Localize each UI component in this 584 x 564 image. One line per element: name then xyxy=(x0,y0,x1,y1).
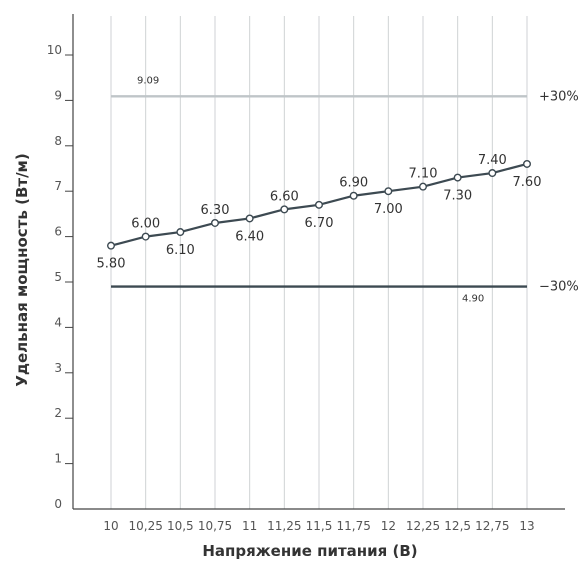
power-series xyxy=(106,159,532,250)
data-label-3: 6.30 xyxy=(201,203,230,218)
data-label-8: 7.00 xyxy=(374,202,403,217)
x-tick-label-3: 10,75 xyxy=(198,519,232,533)
y-tick-label-4: 4 xyxy=(54,315,62,329)
data-label-5: 6.60 xyxy=(270,189,299,204)
data-point-2 xyxy=(176,228,185,237)
axes xyxy=(72,14,565,510)
data-point-8 xyxy=(384,187,393,196)
y-tick-label-3: 3 xyxy=(54,361,62,375)
x-tick-label-2: 10,5 xyxy=(167,519,194,533)
data-label-4: 6.40 xyxy=(235,229,264,244)
data-point-5 xyxy=(280,205,289,214)
reference-lines: 9.09 +30% 4.90 −30% xyxy=(111,75,579,305)
x-tick-label-6: 11,5 xyxy=(306,519,333,533)
data-labels: 5.80 6.00 6.10 6.30 6.40 6.60 6.70 6.90 7.00 7.10… xyxy=(97,153,542,272)
x-tick-label-11: 12,75 xyxy=(475,519,509,533)
y-tick-label-7: 7 xyxy=(54,179,62,193)
y-tick-label-6: 6 xyxy=(54,225,62,239)
data-point-4 xyxy=(245,214,254,223)
data-point-10 xyxy=(453,173,462,182)
x-tick-label-10: 12,5 xyxy=(444,519,471,533)
ref-value-label-1: 4.90 xyxy=(462,294,484,305)
data-label-0: 5.80 xyxy=(97,257,126,272)
data-point-7 xyxy=(349,191,358,200)
data-label-6: 6.70 xyxy=(305,216,334,231)
data-label-2: 6.10 xyxy=(166,243,195,258)
y-tick-label-5: 5 xyxy=(54,270,62,284)
x-axis-ticks: 10 10,25 10,5 10,75 11 11,25 11,5 11,75 12 12,25 1… xyxy=(103,519,534,533)
data-point-9 xyxy=(419,182,428,191)
data-label-11: 7.40 xyxy=(478,153,507,168)
data-point-11 xyxy=(488,169,497,178)
x-tick-label-1: 10,25 xyxy=(128,519,162,533)
y-tick-label-10: 10 xyxy=(47,43,62,57)
data-point-12 xyxy=(523,159,532,168)
data-label-10: 7.30 xyxy=(443,189,472,204)
y-axis-ticks: 0 1 2 3 4 5 6 7 8 9 10 xyxy=(47,43,73,511)
x-tick-label-5: 11,25 xyxy=(267,519,301,533)
x-tick-label-12: 13 xyxy=(519,519,534,533)
data-label-12: 7.60 xyxy=(513,175,542,190)
x-tick-label-9: 12,25 xyxy=(406,519,440,533)
data-point-6 xyxy=(315,200,324,209)
data-point-3 xyxy=(210,218,219,227)
y-tick-label-1: 1 xyxy=(54,452,62,466)
ref-tag-label-1: −30% xyxy=(539,280,579,295)
ref-tag-label-0: +30% xyxy=(539,89,579,104)
x-axis-title: Напряжение питания (В) xyxy=(202,542,417,560)
x-tick-label-4: 11 xyxy=(242,519,257,533)
vertical-grid xyxy=(110,16,528,509)
x-tick-label-7: 11,75 xyxy=(336,519,370,533)
x-tick-label-0: 10 xyxy=(103,519,118,533)
data-point-0 xyxy=(106,241,115,250)
y-axis-title: Удельная мощность (Вт/м) xyxy=(13,153,31,386)
data-label-9: 7.10 xyxy=(409,167,438,182)
data-point-1 xyxy=(141,232,150,241)
y-tick-label-8: 8 xyxy=(54,134,62,148)
y-tick-label-0: 0 xyxy=(54,497,62,511)
y-tick-label-9: 9 xyxy=(54,88,62,102)
data-label-1: 6.00 xyxy=(131,217,160,232)
ref-value-label-0: 9.09 xyxy=(137,75,159,86)
x-tick-label-8: 12 xyxy=(381,519,396,533)
data-label-7: 6.90 xyxy=(339,176,368,191)
y-tick-label-2: 2 xyxy=(54,406,62,420)
